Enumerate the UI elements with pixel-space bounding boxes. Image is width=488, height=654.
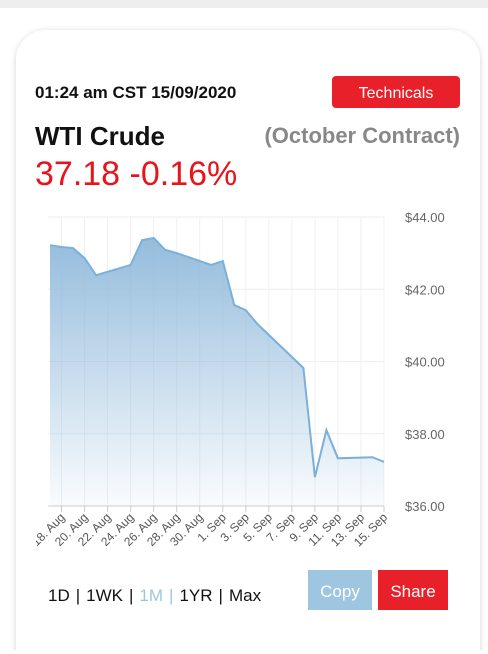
button-bg	[332, 76, 460, 108]
technicals-button[interactable]: Technicals	[332, 76, 460, 108]
contract: (October Contract)	[264, 123, 460, 148]
range-option[interactable]: Max	[229, 586, 262, 605]
area	[50, 238, 384, 506]
price-line: 37.18 -0.16%	[35, 155, 237, 193]
range-option[interactable]: 1YR	[179, 586, 212, 605]
line	[49, 236, 385, 478]
copy-button[interactable]: Copy	[308, 570, 372, 610]
instrument: WTI Crude	[35, 121, 165, 151]
share-button[interactable]: Share	[378, 570, 448, 610]
separator: |	[76, 586, 80, 605]
button-label: Technicals	[359, 85, 434, 102]
button-label: Share	[390, 582, 435, 601]
button-label: Copy	[320, 582, 360, 601]
y-tick-label: $36.00	[405, 499, 445, 514]
y-tick-label: $44.00	[405, 210, 445, 225]
timestamp: 01:24 am CST 15/09/2020	[35, 83, 236, 102]
separator: |	[219, 586, 223, 605]
button-bg	[308, 570, 372, 610]
price: 37.18	[35, 155, 120, 193]
y-tick-label: $38.00	[405, 427, 445, 442]
range-option[interactable]: 1M	[139, 586, 163, 605]
change: -0.16%	[130, 155, 238, 193]
range-option[interactable]: 1WK	[86, 586, 124, 605]
top-strip	[0, 0, 488, 8]
y-tick-label: $40.00	[405, 355, 445, 370]
separator: |	[169, 586, 173, 605]
y-tick-label: $42.00	[405, 282, 445, 297]
range-option[interactable]: 1D	[48, 586, 70, 605]
separator: |	[129, 586, 133, 605]
controls: 1D | 1WK | 1M | 1YR | Max Copy Share	[48, 570, 448, 610]
button-bg	[378, 570, 448, 610]
